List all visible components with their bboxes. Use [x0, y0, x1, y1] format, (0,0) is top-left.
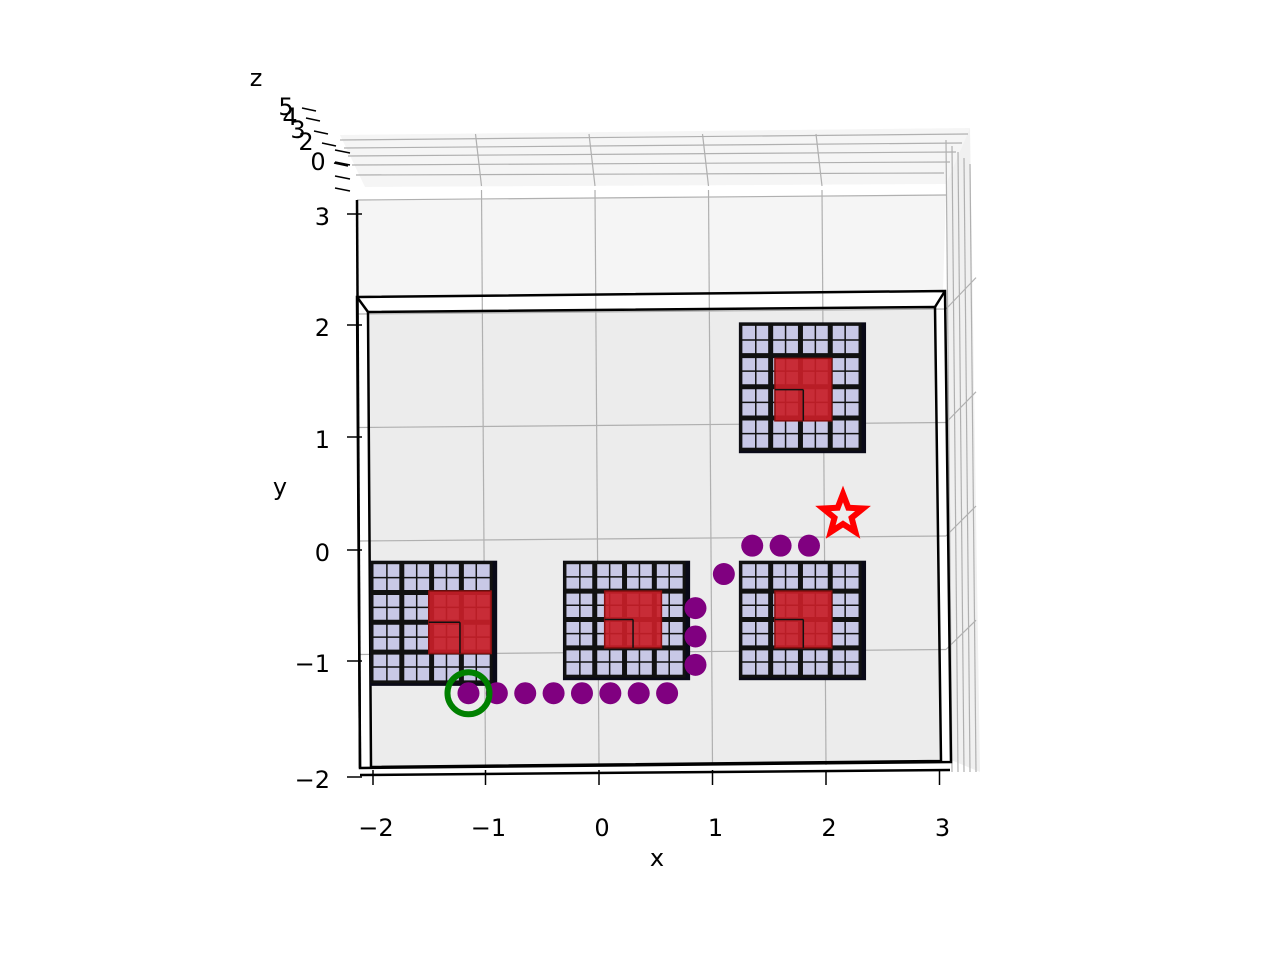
x-tick-label: 1: [708, 814, 723, 842]
path-point: [684, 653, 707, 676]
obstacle-3: [738, 560, 867, 681]
path-point: [769, 534, 792, 557]
grid-line-z: [347, 151, 957, 157]
z-tick-label: 0: [310, 148, 325, 176]
grid-line-z: [351, 161, 951, 166]
x-axis-label: x: [650, 844, 664, 872]
x-tick-label: −1: [471, 814, 506, 842]
y-tick-label: −2: [295, 766, 330, 794]
grid-line-side-v: [957, 151, 965, 773]
z-tick-label: 4: [282, 103, 297, 131]
y-tick-label: 0: [315, 539, 330, 567]
z-tick-label: 2: [298, 128, 313, 156]
grid-line-x-back: [815, 133, 823, 187]
x-tick-label: −2: [358, 814, 393, 842]
z-tick: [313, 130, 329, 135]
z-tick: [301, 107, 317, 112]
path-point: [627, 682, 650, 705]
start-marker: [444, 669, 493, 718]
path-point: [656, 682, 679, 705]
obstacles: [370, 322, 867, 686]
frame: [355, 199, 953, 777]
grid-line-y: [357, 308, 947, 315]
grid-line-x: [707, 189, 714, 766]
frame-corner-tr: [933, 290, 947, 308]
y-tick-label: 3: [315, 203, 330, 231]
back-pane: [340, 128, 970, 187]
x-tick-label: 0: [594, 814, 609, 842]
obstacle-1: [370, 560, 498, 686]
z-tick: [305, 117, 321, 122]
path-point: [741, 534, 764, 557]
path-point: [684, 597, 707, 620]
grid-line-z: [343, 142, 963, 149]
z-tick: [333, 162, 349, 167]
grid-line-x-back: [588, 133, 596, 187]
upper-pane: [357, 195, 946, 296]
grid-line-x-back: [474, 133, 483, 187]
path-point: [797, 534, 820, 557]
y-tick-label: −1: [295, 650, 330, 678]
z-tick-label: 3: [290, 116, 305, 144]
grid-line-x-back: [701, 133, 710, 187]
z-tick-minor: [334, 175, 351, 180]
z-axis-label: z: [250, 64, 263, 92]
z-tick: [321, 142, 337, 147]
y-tick-label: 2: [315, 314, 330, 342]
goal-marker: [815, 485, 871, 539]
z-tick-label: 5: [278, 93, 293, 121]
grid-line-top: [356, 194, 947, 201]
path-point: [542, 682, 565, 705]
grid-line-side-v: [969, 163, 977, 773]
grid-line-z: [339, 133, 969, 141]
grid-line-side-v: [963, 157, 971, 773]
y-tick-label: 1: [315, 426, 330, 454]
path-point: [684, 625, 707, 648]
path-point: [570, 682, 593, 705]
x-tick-label: 2: [821, 814, 836, 842]
x-tick-label: 3: [935, 814, 950, 842]
z-tick-minor: [334, 161, 351, 166]
path-points: [457, 534, 820, 705]
x-axis-line: [359, 768, 951, 777]
z-tick-minor: [334, 187, 351, 192]
grid-line-z: [355, 172, 945, 176]
path-point: [712, 563, 735, 586]
grid-line-side-v: [951, 145, 959, 773]
path-point: [514, 682, 537, 705]
path-point: [457, 682, 480, 705]
markers: [444, 485, 871, 718]
z-tick-minor: [334, 149, 351, 154]
grid-line-y: [357, 535, 947, 542]
obstacle-2: [562, 560, 691, 681]
y-axis-label: y: [273, 473, 287, 501]
path-point: [599, 682, 622, 705]
obstacle-4: [738, 322, 867, 454]
y-axis-line: [355, 199, 362, 769]
frame-corner-tl: [355, 296, 370, 313]
